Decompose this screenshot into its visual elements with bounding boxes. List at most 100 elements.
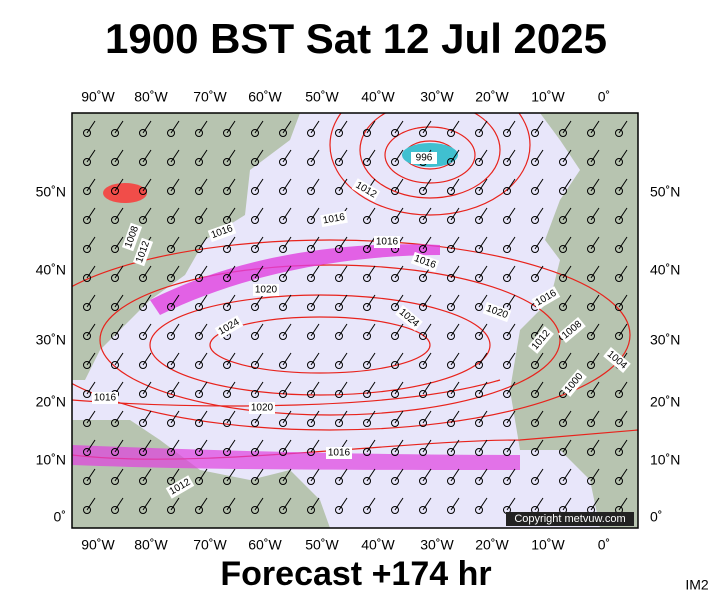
barb-staff	[310, 236, 320, 250]
barb-station	[307, 245, 315, 253]
barb-staff	[226, 439, 236, 453]
barb-station	[559, 361, 567, 369]
barb-staff	[534, 236, 544, 250]
barb-station	[503, 419, 511, 427]
barb-station	[363, 506, 371, 514]
barb-station	[223, 129, 231, 137]
barb-staff	[366, 352, 376, 366]
barb-station	[251, 419, 259, 427]
barb-station	[279, 187, 287, 195]
barb-staff	[506, 439, 516, 453]
barb-station	[279, 274, 287, 282]
barb-staff	[394, 497, 404, 511]
isobar-label-box	[253, 284, 279, 296]
barb-staff	[198, 468, 208, 482]
barb-station	[111, 274, 119, 282]
isobar-label-box	[395, 305, 423, 331]
lon-label-bottom: 0˚	[598, 537, 610, 553]
barb-station	[335, 129, 343, 137]
barb-staff	[478, 468, 488, 482]
barb-staff	[506, 265, 516, 279]
barb-staff	[338, 236, 348, 250]
barb-station	[419, 361, 427, 369]
barb-station	[307, 332, 315, 340]
barb-station	[111, 216, 119, 224]
barb-station	[111, 187, 119, 195]
isobar-label-box	[410, 251, 440, 273]
barb-staff	[422, 497, 432, 511]
lat-label-left: 0˚	[54, 509, 66, 525]
barb-station	[447, 216, 455, 224]
barb-staff	[534, 178, 544, 192]
barb-staff	[142, 468, 152, 482]
barb-station	[419, 390, 427, 398]
barb-station	[167, 216, 175, 224]
barb-staff	[450, 497, 460, 511]
barb-station	[587, 187, 595, 195]
barb-staff	[562, 265, 572, 279]
barb-staff	[338, 352, 348, 366]
barb-station	[279, 129, 287, 137]
barb-station	[251, 448, 259, 456]
barb-staff	[170, 381, 180, 395]
barb-staff	[198, 439, 208, 453]
barb-staff	[618, 410, 628, 424]
barb-station	[615, 129, 623, 137]
barb-staff	[506, 352, 516, 366]
barb-staff	[226, 207, 236, 221]
barb-staff	[366, 497, 376, 511]
barb-station	[419, 477, 427, 485]
barb-station	[251, 390, 259, 398]
barb-station	[307, 187, 315, 195]
isobar-label-box	[411, 152, 437, 164]
barb-staff	[506, 294, 516, 308]
barb-staff	[478, 265, 488, 279]
isobar-label-box	[374, 236, 400, 248]
barb-staff	[198, 294, 208, 308]
barb-staff	[282, 207, 292, 221]
barb-station	[531, 448, 539, 456]
barb-station	[111, 448, 119, 456]
barb-staff	[590, 207, 600, 221]
barb-station	[307, 477, 315, 485]
barb-station	[223, 216, 231, 224]
isobar-label-box	[561, 369, 587, 397]
barb-staff	[310, 149, 320, 163]
barb-station	[475, 361, 483, 369]
barb-staff	[562, 410, 572, 424]
barb-station	[335, 274, 343, 282]
lat-label-right: 0˚	[650, 509, 662, 525]
barb-staff	[226, 468, 236, 482]
barb-staff	[590, 352, 600, 366]
barb-station	[587, 274, 595, 282]
lon-label-top: 60˚W	[248, 89, 282, 105]
barb-staff	[254, 294, 264, 308]
barb-station	[447, 390, 455, 398]
barb-staff	[534, 323, 544, 337]
barb-station	[83, 129, 91, 137]
barb-staff	[86, 149, 96, 163]
barb-station	[475, 274, 483, 282]
map-frame	[71, 112, 639, 529]
barb-staff	[170, 178, 180, 192]
barb-station	[83, 390, 91, 398]
barb-station	[531, 274, 539, 282]
lon-label-bottom: 50˚W	[305, 537, 339, 553]
barb-staff	[534, 381, 544, 395]
barb-station	[307, 129, 315, 137]
barb-station	[83, 274, 91, 282]
barb-station	[587, 390, 595, 398]
lon-label-top: 0˚	[598, 89, 610, 105]
barb-station	[307, 419, 315, 427]
barb-staff	[282, 265, 292, 279]
barb-station	[167, 477, 175, 485]
barb-station	[475, 332, 483, 340]
barb-station	[363, 477, 371, 485]
barb-station	[167, 361, 175, 369]
barb-station	[587, 332, 595, 340]
barb-station	[363, 245, 371, 253]
barb-staff	[86, 352, 96, 366]
barb-station	[391, 390, 399, 398]
barb-staff	[618, 207, 628, 221]
barb-station	[83, 506, 91, 514]
